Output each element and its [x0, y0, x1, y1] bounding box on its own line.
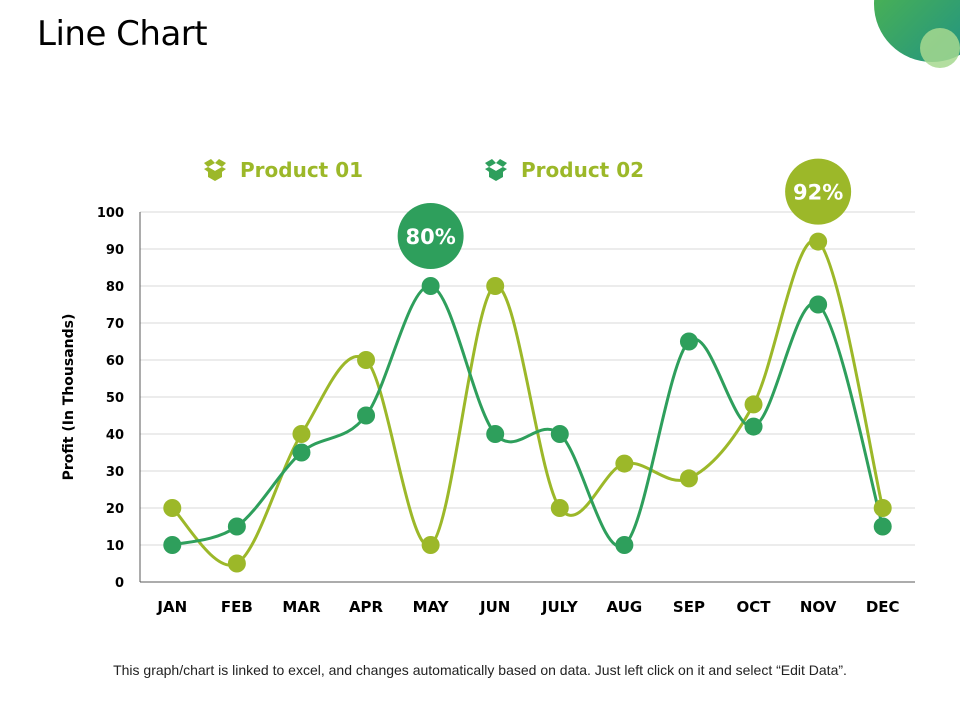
- data-point-product-02[interactable]: [873, 517, 892, 536]
- y-tick-label: 100: [97, 206, 124, 221]
- series-line-product-01[interactable]: [171, 238, 885, 567]
- y-tick-label: 40: [106, 428, 124, 443]
- data-point-product-01[interactable]: [744, 395, 763, 414]
- box-icon: [204, 159, 226, 181]
- data-point-product-01[interactable]: [615, 454, 634, 473]
- data-point-product-01[interactable]: [163, 499, 182, 517]
- callout-label: 80%: [405, 225, 455, 249]
- x-tick-label: JULY: [541, 598, 579, 616]
- data-point-product-02[interactable]: [550, 425, 569, 443]
- y-tick-label: 20: [106, 502, 124, 517]
- data-point-product-02[interactable]: [744, 417, 763, 436]
- legend-label-product-01: Product 01: [240, 158, 364, 182]
- data-point-product-02[interactable]: [486, 425, 505, 443]
- callout-bubble: [785, 158, 852, 225]
- y-axis-label: Profit (In Thousands): [61, 314, 77, 481]
- series-line-product-02[interactable]: [171, 284, 885, 548]
- data-point-product-01[interactable]: [486, 277, 505, 295]
- data-point-product-01[interactable]: [421, 536, 440, 554]
- box-icon: [485, 159, 507, 181]
- data-point-product-02[interactable]: [357, 406, 376, 425]
- data-point-product-01[interactable]: [227, 554, 246, 573]
- legend-label-product-02: Product 02: [521, 158, 645, 182]
- x-tick-label: MAY: [413, 598, 450, 616]
- x-tick-label: JAN: [156, 598, 187, 616]
- x-tick-label: AUG: [607, 598, 643, 616]
- data-point-product-01[interactable]: [292, 425, 311, 443]
- callout-label: 92%: [793, 181, 843, 205]
- page-title: Line Chart: [37, 14, 208, 54]
- x-tick-label: MAR: [282, 598, 321, 616]
- data-point-product-01[interactable]: [679, 469, 698, 488]
- y-tick-label: 30: [106, 465, 124, 480]
- y-tick-label: 90: [106, 243, 124, 258]
- legend-item-product-01[interactable]: Product 01: [202, 157, 363, 183]
- data-point-product-02[interactable]: [809, 295, 828, 314]
- y-tick-label: 70: [106, 317, 124, 332]
- callout-bubble: [397, 203, 464, 269]
- data-point-product-02[interactable]: [421, 277, 440, 295]
- data-point-product-02[interactable]: [615, 536, 634, 554]
- x-tick-label: NOV: [800, 598, 837, 616]
- legend-item-product-02[interactable]: Product 02: [483, 157, 644, 183]
- x-tick-label: JUN: [479, 598, 510, 616]
- footer-note: This graph/chart is linked to excel, and…: [113, 662, 847, 678]
- y-tick-label: 60: [106, 354, 124, 369]
- data-point-product-01[interactable]: [809, 232, 828, 251]
- y-tick-label: 0: [115, 576, 124, 591]
- y-tick-label: 10: [106, 539, 124, 554]
- data-point-product-02[interactable]: [227, 517, 246, 536]
- data-point-product-01[interactable]: [550, 499, 569, 517]
- x-tick-label: OCT: [737, 598, 772, 616]
- data-point-product-02[interactable]: [163, 536, 182, 554]
- data-point-product-01[interactable]: [357, 351, 376, 369]
- y-tick-label: 50: [106, 391, 124, 406]
- y-tick-label: 80: [106, 280, 124, 295]
- data-point-product-02[interactable]: [679, 332, 698, 351]
- x-tick-label: FEB: [221, 598, 253, 616]
- x-tick-label: DEC: [866, 598, 900, 616]
- x-tick-label: APR: [349, 598, 384, 616]
- data-point-product-01[interactable]: [873, 499, 892, 517]
- x-tick-label: SEP: [673, 598, 705, 616]
- data-point-product-02[interactable]: [292, 443, 311, 462]
